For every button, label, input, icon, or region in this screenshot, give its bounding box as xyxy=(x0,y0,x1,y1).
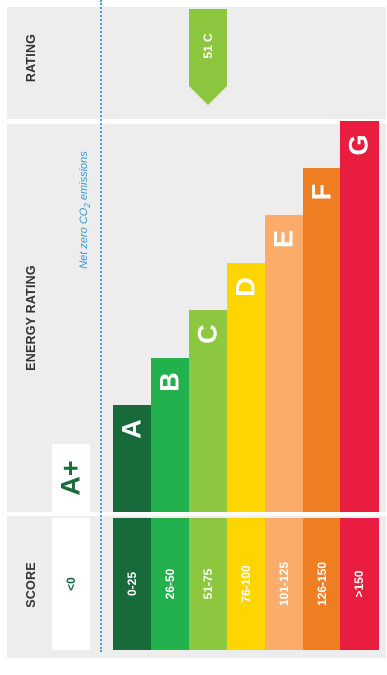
band-score-a: 0-25 xyxy=(125,571,139,597)
a-plus-letter: A+ xyxy=(55,460,86,496)
band-score-g: >150 xyxy=(352,570,367,598)
band-letter-d: D xyxy=(230,277,261,297)
band-score-cell-c xyxy=(188,518,228,650)
a-plus-score: <0 xyxy=(64,577,78,591)
band-score-cell-e xyxy=(264,518,304,650)
band-bar-d xyxy=(226,262,266,512)
a-plus-cell xyxy=(52,444,90,512)
band-bar-g xyxy=(340,120,379,512)
band-score-cell-a xyxy=(113,518,152,650)
band-bar-e xyxy=(264,215,304,512)
net-zero-line xyxy=(100,0,102,652)
band-letter-b: B xyxy=(154,371,185,392)
a-plus-score-cell xyxy=(52,518,90,650)
current-rating-arrow xyxy=(189,9,227,105)
current-rating-label: 51 C xyxy=(201,33,215,59)
band-score-c: 51-75 xyxy=(200,568,215,600)
band-letter-c: C xyxy=(192,324,223,344)
band-score-d: 76-100 xyxy=(238,565,253,603)
band-score-f: 126-150 xyxy=(314,561,329,607)
band-bar-c xyxy=(188,310,228,512)
band-letter-g: G xyxy=(343,134,374,156)
band-letter-e: E xyxy=(268,230,299,249)
band-bar-a xyxy=(113,405,152,512)
band-score-cell-f xyxy=(302,518,341,650)
band-bar-b xyxy=(150,357,190,512)
band-score-e: 101-125 xyxy=(276,561,291,607)
band-score-cell-d xyxy=(226,518,266,650)
band-letter-a: A xyxy=(116,419,147,439)
band-score-cell-b xyxy=(150,518,190,650)
band-score-cell-g xyxy=(340,518,379,650)
band-bar-f xyxy=(302,168,341,512)
band-score-b: 26-50 xyxy=(162,568,177,600)
band-letter-f: F xyxy=(306,183,336,201)
